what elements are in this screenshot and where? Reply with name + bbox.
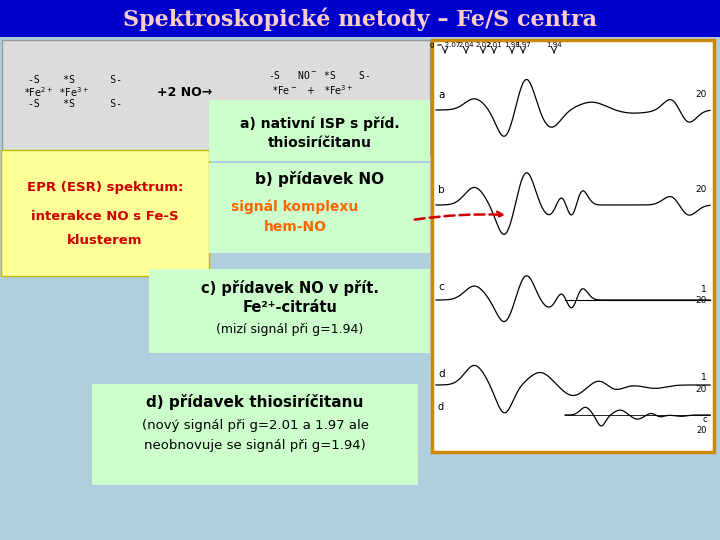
FancyBboxPatch shape (2, 40, 430, 155)
Text: +2 NO→: +2 NO→ (158, 85, 212, 98)
Text: 1.98: 1.98 (504, 42, 520, 48)
Text: 1.94: 1.94 (546, 42, 562, 48)
Text: (mizí signál při g=1.94): (mizí signál při g=1.94) (217, 323, 364, 336)
Text: klusterem: klusterem (67, 233, 143, 246)
Text: a: a (438, 90, 444, 100)
Text: d) přídavek thiosiríčitanu: d) přídavek thiosiríčitanu (146, 394, 364, 410)
Text: signál komplexu: signál komplexu (231, 200, 359, 214)
Text: -S    *S      S-: -S *S S- (28, 99, 122, 109)
Text: 20: 20 (696, 426, 707, 435)
Text: 1: 1 (701, 285, 707, 294)
Text: -S   NO$^-$ *S    S-: -S NO$^-$ *S S- (269, 69, 372, 81)
Text: 20: 20 (696, 296, 707, 305)
Text: -S   NO$^-$ *S    S-: -S NO$^-$ *S S- (269, 98, 372, 110)
Text: 20: 20 (696, 385, 707, 394)
Text: Fe²⁺-citrátu: Fe²⁺-citrátu (243, 300, 338, 315)
FancyBboxPatch shape (0, 0, 720, 37)
Text: hem-NO: hem-NO (264, 220, 326, 234)
Text: d: d (438, 402, 444, 412)
Text: EPR (ESR) spektrum:: EPR (ESR) spektrum: (27, 181, 183, 194)
Text: 20: 20 (696, 185, 707, 194)
FancyBboxPatch shape (209, 100, 430, 161)
Text: c) přídavek NO v přít.: c) přídavek NO v přít. (201, 280, 379, 296)
Text: c: c (438, 282, 444, 292)
Text: -S    *S      S-: -S *S S- (28, 75, 122, 85)
Text: interakce NO s Fe-S: interakce NO s Fe-S (31, 211, 179, 224)
FancyBboxPatch shape (149, 269, 430, 353)
Text: neobnovuje se signál při g=1.94): neobnovuje se signál při g=1.94) (144, 440, 366, 453)
Text: (nový signál při g=2.01 a 1.97 ale: (nový signál při g=2.01 a 1.97 ale (142, 420, 369, 433)
Text: 2.04: 2.04 (458, 42, 474, 48)
Text: 2.01: 2.01 (486, 42, 502, 48)
Text: 20: 20 (696, 90, 707, 99)
FancyBboxPatch shape (209, 163, 430, 253)
Text: c: c (703, 415, 707, 424)
Text: 1.97: 1.97 (515, 42, 531, 48)
Text: g = 2.07: g = 2.07 (430, 42, 460, 48)
Text: d: d (438, 369, 445, 379)
Text: b) přídavek NO: b) přídavek NO (256, 171, 384, 187)
Text: Spektroskopické metody – Fe/S centra: Spektroskopické metody – Fe/S centra (123, 7, 597, 31)
Text: 1: 1 (701, 373, 707, 382)
Text: thiosiríčitanu: thiosiríčitanu (268, 136, 372, 150)
FancyBboxPatch shape (1, 150, 209, 276)
Text: *Fe$^-$   +   *Fe$^{3+}$: *Fe$^-$ + *Fe$^{3+}$ (266, 83, 354, 97)
Text: a) nativní ISP s příd.: a) nativní ISP s příd. (240, 117, 400, 131)
Text: b: b (438, 185, 445, 195)
Text: 2.02: 2.02 (475, 42, 491, 48)
FancyBboxPatch shape (432, 40, 714, 452)
FancyBboxPatch shape (92, 384, 418, 485)
Text: *Fe$^{2+}$  *Fe$^{3+}$: *Fe$^{2+}$ *Fe$^{3+}$ (21, 85, 89, 99)
